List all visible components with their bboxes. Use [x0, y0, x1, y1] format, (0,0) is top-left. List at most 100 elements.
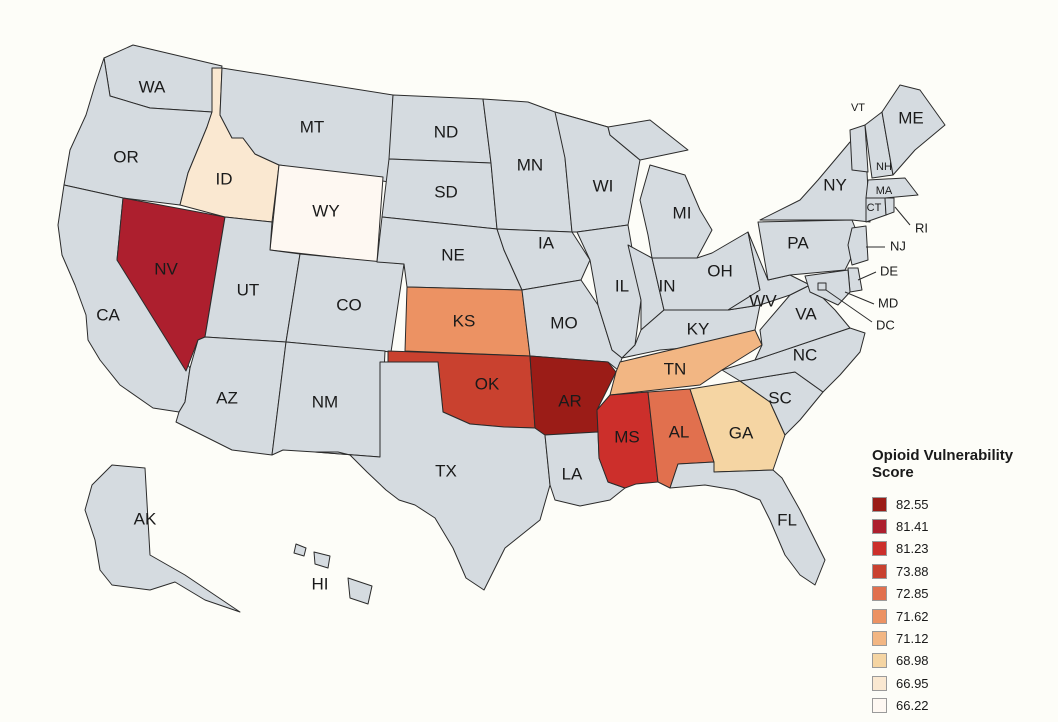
legend-item: 71.62 — [872, 605, 1052, 627]
state-me — [881, 84, 946, 176]
legend-value: 71.12 — [896, 631, 929, 647]
legend-item: 66.22 — [872, 695, 1052, 717]
legend-value: 81.23 — [896, 541, 929, 557]
state-label-ca: CA — [96, 305, 120, 324]
state-label-ak: AK — [134, 509, 157, 528]
state-label-ky: KY — [687, 319, 710, 338]
leader-line-ri — [894, 206, 911, 226]
state-label-nj: NJ — [890, 238, 906, 253]
legend-swatch — [872, 586, 887, 602]
legend: Opioid Vulnerability Score 82.55 81.41 81.… — [872, 447, 1052, 717]
state-label-ny: NY — [823, 175, 847, 194]
state-label-dc: DC — [876, 317, 895, 332]
state-label-ms: MS — [614, 427, 640, 446]
legend-item: 66.95 — [872, 672, 1052, 694]
state-label-nd: ND — [434, 122, 459, 141]
legend-swatch — [872, 698, 887, 714]
state-label-ne: NE — [441, 245, 465, 264]
legend-value: 82.55 — [896, 496, 929, 512]
state-ms — [596, 391, 659, 489]
legend-item: 81.23 — [872, 538, 1052, 560]
legend-swatch — [872, 653, 887, 669]
state-nj — [847, 225, 869, 266]
legend-swatch — [872, 608, 887, 624]
state-label-nc: NC — [793, 345, 818, 364]
state-tn — [609, 329, 763, 396]
state-label-ks: KS — [453, 311, 476, 330]
state-label-hi: HI — [312, 574, 329, 593]
legend-value: 71.62 — [896, 608, 929, 624]
legend-value: 66.95 — [896, 675, 929, 691]
state-label-pa: PA — [787, 233, 809, 252]
legend-swatch — [872, 519, 887, 535]
state-label-co: CO — [336, 295, 362, 314]
legend-swatch — [872, 675, 887, 691]
state-label-wy: WY — [312, 201, 339, 220]
state-label-me: ME — [898, 108, 924, 127]
state-label-ma: MA — [876, 185, 893, 197]
legend-value: 66.22 — [896, 698, 929, 714]
state-label-mo: MO — [550, 313, 577, 332]
state-label-mt: MT — [300, 117, 325, 136]
state-label-al: AL — [669, 422, 690, 441]
legend-item: 72.85 — [872, 583, 1052, 605]
legend-item: 73.88 — [872, 560, 1052, 582]
state-label-oh: OH — [707, 261, 733, 280]
legend-swatch — [872, 541, 887, 557]
legend-item: 68.98 — [872, 650, 1052, 672]
state-label-az: AZ — [216, 388, 238, 407]
state-ri — [884, 197, 895, 216]
state-dc — [817, 282, 827, 291]
state-label-ar: AR — [558, 391, 582, 410]
state-label-ut: UT — [237, 280, 260, 299]
state-ak — [84, 464, 241, 613]
legend-value: 73.88 — [896, 563, 929, 579]
legend-item: 81.41 — [872, 515, 1052, 537]
legend-value: 72.85 — [896, 586, 929, 602]
state-label-ri: RI — [915, 220, 928, 235]
state-label-ct: CT — [867, 202, 882, 214]
state-label-la: LA — [562, 464, 583, 483]
state-label-or: OR — [113, 147, 139, 166]
state-label-ga: GA — [729, 423, 754, 442]
state-label-sd: SD — [434, 182, 458, 201]
state-label-nm: NM — [312, 392, 338, 411]
state-label-ok: OK — [475, 374, 500, 393]
state-fl — [669, 461, 826, 586]
leader-line-md — [844, 291, 875, 305]
state-label-wi: WI — [593, 176, 614, 195]
state-vt — [849, 124, 869, 173]
legend-item: 71.12 — [872, 627, 1052, 649]
state-label-tn: TN — [664, 359, 687, 378]
state-label-nv: NV — [154, 259, 178, 278]
state-ma — [865, 177, 919, 199]
legend-value: 68.98 — [896, 653, 929, 669]
state-hi — [293, 543, 373, 605]
state-label-tx: TX — [435, 461, 457, 480]
state-label-in: IN — [659, 276, 676, 295]
state-label-va: VA — [795, 304, 817, 323]
state-label-de: DE — [880, 263, 898, 278]
state-label-fl: FL — [777, 510, 797, 529]
state-label-mi: MI — [673, 203, 692, 222]
state-label-vt: VT — [851, 102, 865, 114]
state-label-il: IL — [615, 276, 629, 295]
state-label-nh: NH — [876, 161, 892, 173]
state-label-sc: SC — [768, 388, 792, 407]
state-label-id: ID — [216, 169, 233, 188]
legend-swatch — [872, 496, 887, 512]
leader-line-de — [857, 271, 877, 281]
state-label-ia: IA — [538, 233, 555, 252]
leader-line-dc — [825, 289, 873, 323]
state-label-wa: WA — [139, 77, 166, 96]
state-label-mn: MN — [517, 155, 543, 174]
legend-title: Opioid Vulnerability Score — [872, 447, 1014, 481]
state-tx — [314, 361, 551, 591]
legend-swatch — [872, 631, 887, 647]
legend-item: 82.55 — [872, 493, 1052, 515]
state-md — [804, 269, 851, 306]
state-label-wv: WV — [749, 291, 777, 310]
legend-value: 81.41 — [896, 519, 929, 535]
legend-swatch — [872, 563, 887, 579]
